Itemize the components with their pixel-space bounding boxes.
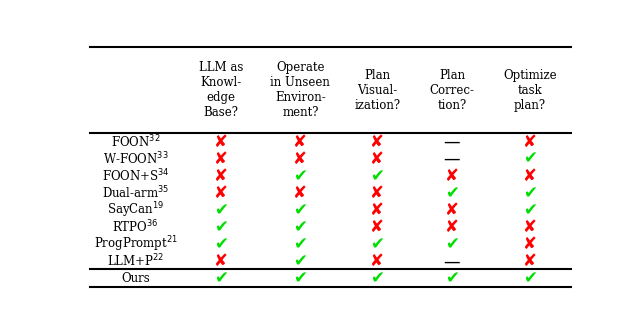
Text: LLM as
Knowl-
edge
Base?: LLM as Knowl- edge Base?: [199, 61, 243, 119]
Text: —: —: [444, 252, 460, 270]
Text: ✔: ✔: [524, 150, 537, 168]
Text: ✘: ✘: [214, 167, 228, 185]
Text: ✔: ✔: [524, 184, 537, 202]
Text: ✘: ✘: [294, 184, 307, 202]
Text: ✔: ✔: [294, 201, 307, 219]
Text: FOON$^{32}$: FOON$^{32}$: [111, 133, 161, 150]
Text: ✘: ✘: [445, 201, 459, 219]
Text: Dual-arm$^{35}$: Dual-arm$^{35}$: [102, 185, 170, 201]
Text: ✔: ✔: [371, 167, 385, 185]
Text: RTPO$^{36}$: RTPO$^{36}$: [113, 219, 159, 236]
Text: ✘: ✘: [371, 201, 385, 219]
Text: ✔: ✔: [445, 269, 459, 287]
Text: ✘: ✘: [371, 150, 385, 168]
Text: ✔: ✔: [294, 269, 307, 287]
Text: ✘: ✘: [524, 235, 537, 253]
Text: ✘: ✘: [445, 218, 459, 236]
Text: ✘: ✘: [214, 252, 228, 270]
Text: ✘: ✘: [445, 167, 459, 185]
Text: —: —: [444, 133, 460, 151]
Text: ✔: ✔: [371, 269, 385, 287]
Text: Plan
Visual-
ization?: Plan Visual- ization?: [355, 69, 401, 112]
Text: Optimize
task
plan?: Optimize task plan?: [503, 69, 557, 112]
Text: ✔: ✔: [294, 235, 307, 253]
Text: LLM+P$^{22}$: LLM+P$^{22}$: [107, 253, 164, 270]
Text: Operate
in Unseen
Environ-
ment?: Operate in Unseen Environ- ment?: [271, 61, 330, 119]
Text: ✔: ✔: [524, 269, 537, 287]
Text: ✔: ✔: [445, 235, 459, 253]
Text: ✔: ✔: [371, 235, 385, 253]
Text: ✔: ✔: [214, 201, 228, 219]
Text: Ours: Ours: [121, 272, 150, 285]
Text: ✔: ✔: [214, 269, 228, 287]
Text: W-FOON$^{33}$: W-FOON$^{33}$: [103, 151, 168, 167]
Text: ✘: ✘: [524, 167, 537, 185]
Text: ✔: ✔: [214, 235, 228, 253]
Text: ProgPrompt$^{21}$: ProgPrompt$^{21}$: [93, 235, 177, 254]
Text: ✘: ✘: [294, 133, 307, 151]
Text: ✘: ✘: [214, 184, 228, 202]
Text: ✘: ✘: [294, 150, 307, 168]
Text: ✔: ✔: [524, 201, 537, 219]
Text: ✔: ✔: [214, 218, 228, 236]
Text: ✘: ✘: [371, 218, 385, 236]
Text: —: —: [444, 150, 460, 168]
Text: ✘: ✘: [524, 252, 537, 270]
Text: Plan
Correc-
tion?: Plan Correc- tion?: [429, 69, 474, 112]
Text: SayCan$^{19}$: SayCan$^{19}$: [107, 200, 164, 220]
Text: ✔: ✔: [294, 252, 307, 270]
Text: ✘: ✘: [214, 150, 228, 168]
Text: ✔: ✔: [294, 167, 307, 185]
Text: ✘: ✘: [371, 133, 385, 151]
Text: ✘: ✘: [214, 133, 228, 151]
Text: ✔: ✔: [294, 218, 307, 236]
Text: ✘: ✘: [524, 218, 537, 236]
Text: ✘: ✘: [371, 184, 385, 202]
Text: ✘: ✘: [371, 252, 385, 270]
Text: ✔: ✔: [445, 184, 459, 202]
Text: FOON+S$^{34}$: FOON+S$^{34}$: [102, 168, 170, 184]
Text: ✘: ✘: [524, 133, 537, 151]
